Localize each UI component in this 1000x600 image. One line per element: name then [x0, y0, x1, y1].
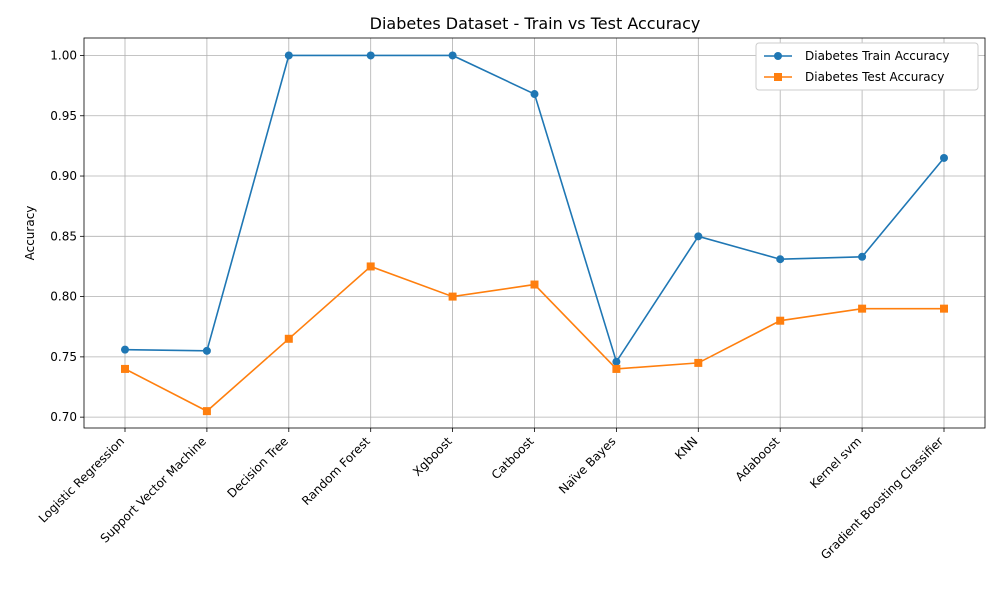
legend-marker: [774, 52, 782, 60]
data-point: [448, 292, 457, 301]
data-point: [694, 232, 703, 241]
data-point: [366, 262, 375, 271]
data-point: [612, 364, 621, 373]
data-point: [366, 51, 375, 60]
data-point: [284, 334, 293, 343]
legend-item: Diabetes Train Accuracy: [764, 49, 949, 63]
series-group: [121, 51, 948, 416]
data-point: [858, 304, 867, 313]
x-tick-label: Random Forest: [299, 434, 373, 508]
data-point: [858, 252, 867, 261]
data-point: [284, 51, 293, 60]
x-tick-label: Kernel svm: [807, 434, 864, 491]
data-point: [776, 255, 785, 264]
legend-item: Diabetes Test Accuracy: [764, 70, 944, 84]
legend-box: [755, 42, 979, 91]
chart-title: Diabetes Dataset - Train vs Test Accurac…: [370, 14, 701, 33]
data-point: [694, 358, 703, 367]
legend-label: Diabetes Test Accuracy: [805, 70, 944, 84]
data-point: [940, 304, 948, 313]
y-axis-label: Accuracy: [23, 206, 37, 261]
legend: Diabetes Train Accuracy Diabetes Test Acc…: [755, 42, 979, 91]
x-tick-label: Decision Tree: [225, 434, 291, 500]
x-tick-label: Xgboost: [410, 434, 455, 479]
x-tick-label: Catboost: [489, 434, 537, 482]
y-axis-ticks: 0.70 0.75 0.80 0.85 0.90 0.95 1.00: [50, 48, 84, 424]
series-2: [121, 262, 948, 416]
x-tick-label: Adaboost: [733, 434, 783, 484]
x-tick-label: Naïve Bayes: [556, 434, 618, 496]
data-point: [530, 280, 539, 289]
data-point: [530, 90, 539, 99]
y-tick-label: 0.80: [50, 290, 77, 304]
data-point: [612, 357, 621, 366]
y-tick-label: 0.95: [50, 109, 77, 123]
series-1: [121, 51, 948, 366]
y-tick-label: 0.70: [50, 410, 77, 424]
y-tick-label: 1.00: [50, 48, 77, 62]
data-point: [940, 153, 948, 162]
legend-label: Diabetes Train Accuracy: [805, 49, 949, 63]
data-point: [202, 346, 211, 355]
data-point: [448, 51, 457, 60]
y-tick-label: 0.75: [50, 350, 77, 364]
data-point: [202, 407, 211, 416]
data-point: [121, 364, 129, 373]
x-tick-label: KNN: [672, 434, 700, 462]
x-tick-label: Logistic Regression: [36, 434, 127, 525]
y-tick-label: 0.90: [50, 169, 77, 183]
data-point: [776, 316, 785, 325]
data-point: [121, 345, 129, 354]
y-tick-label: 0.85: [50, 229, 77, 243]
legend-marker: [774, 73, 782, 81]
